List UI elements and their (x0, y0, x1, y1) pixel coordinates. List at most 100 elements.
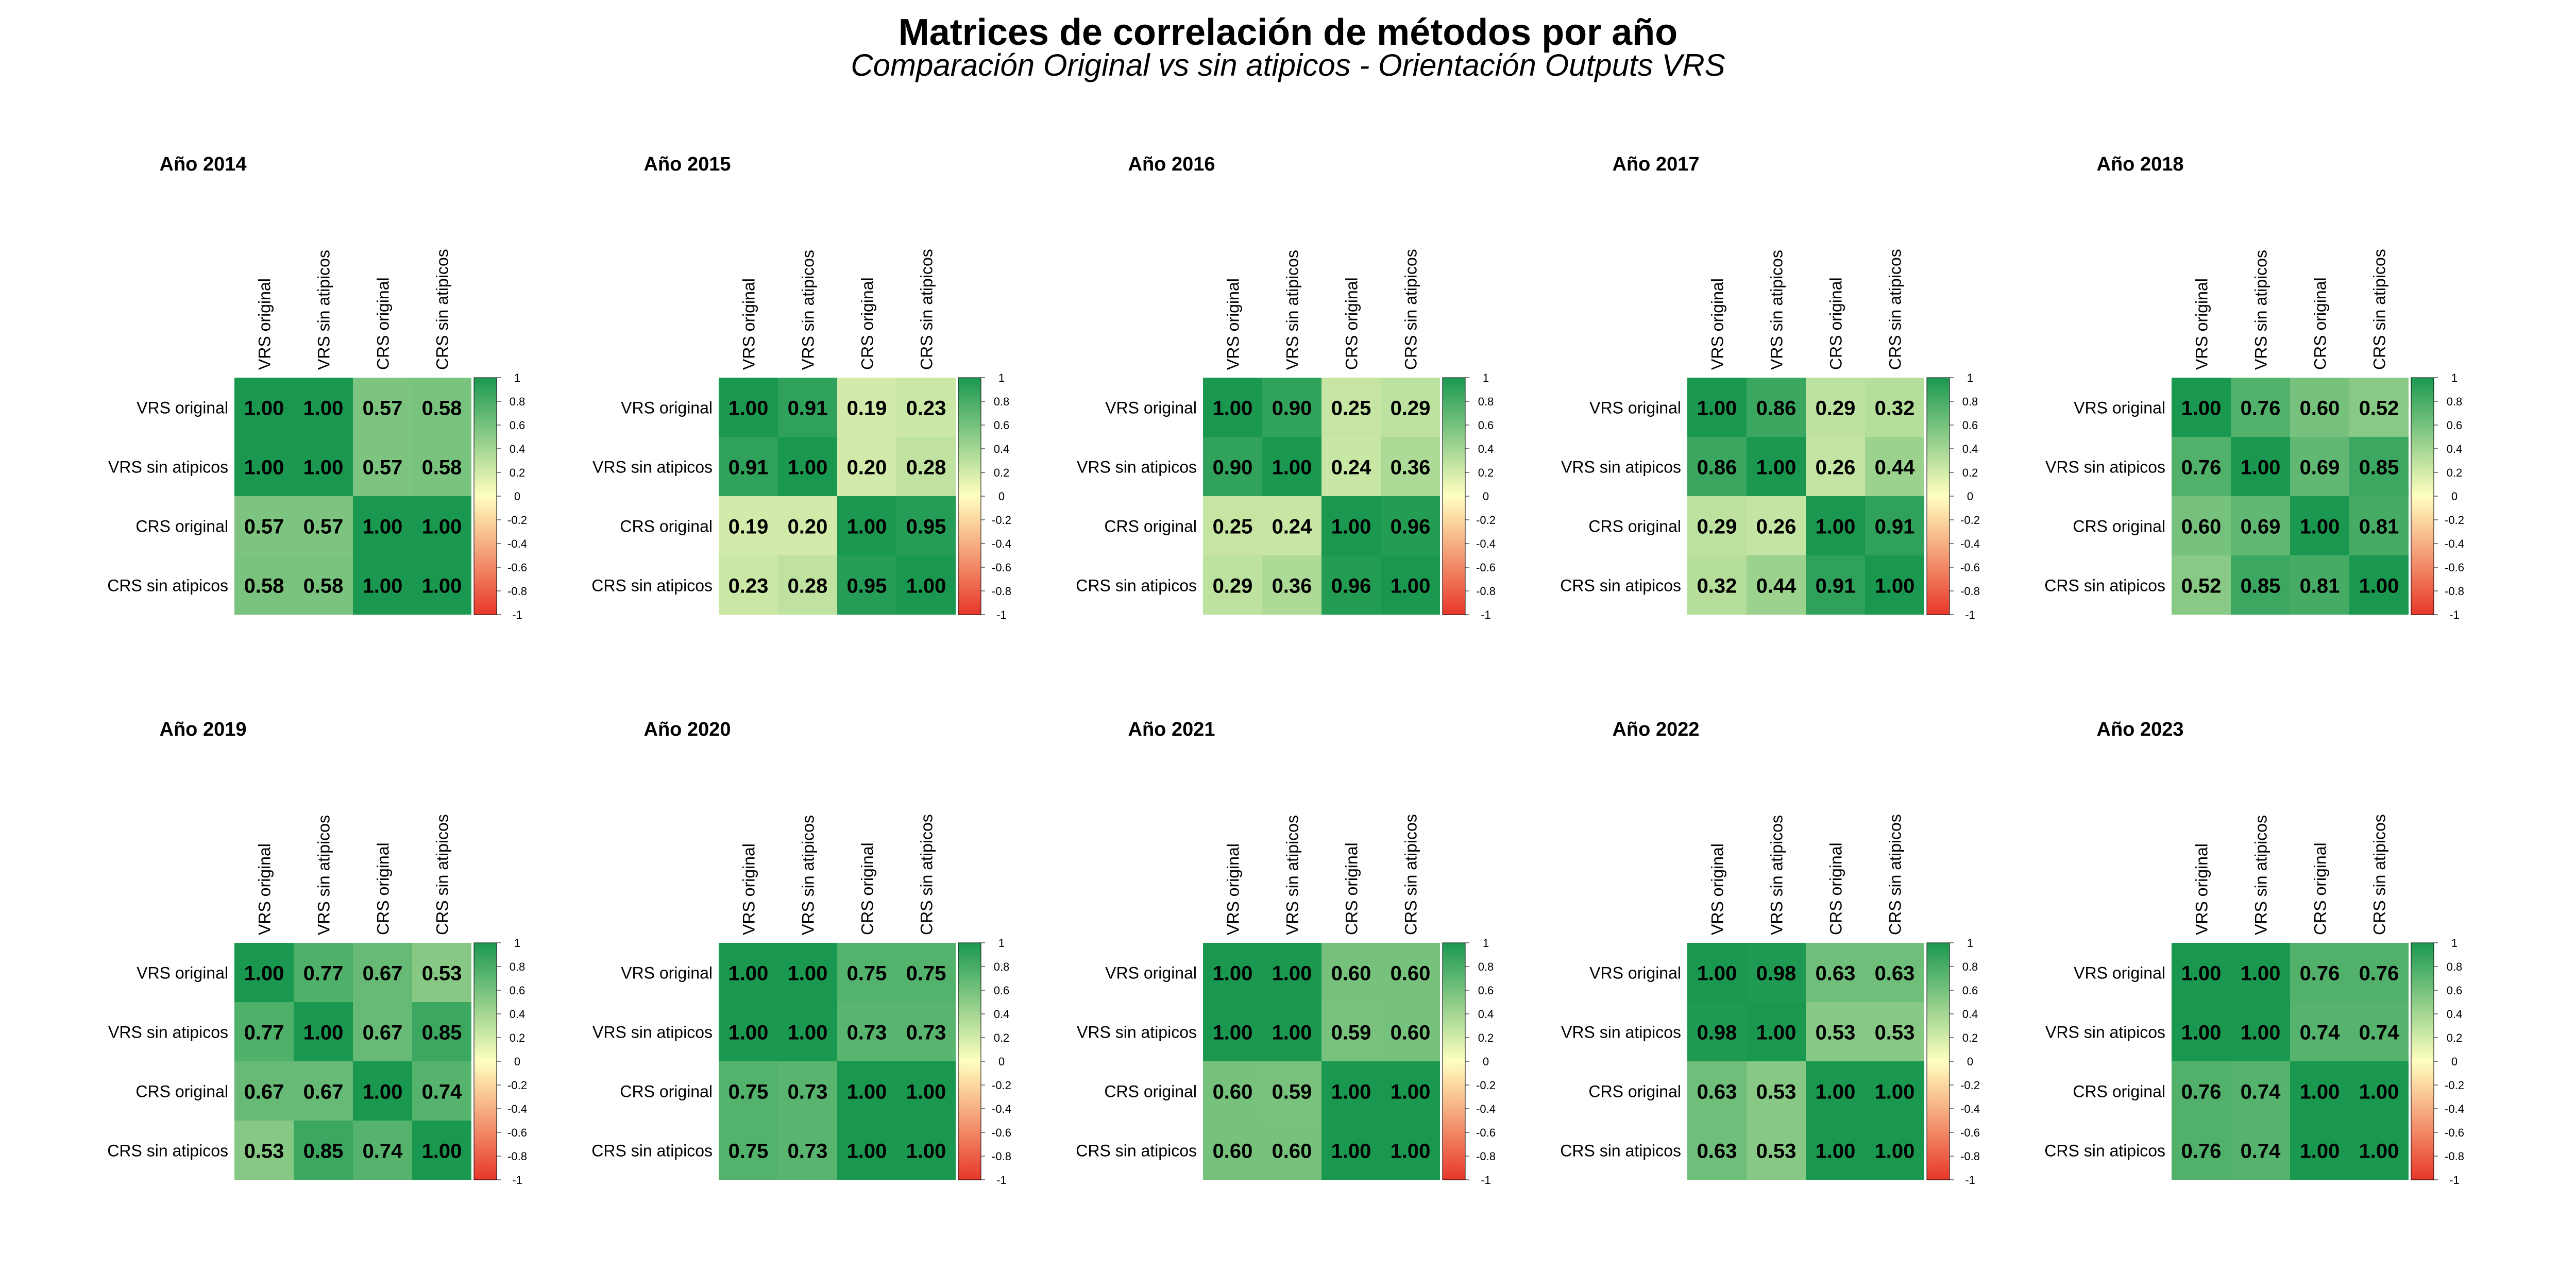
heatmap-cell (1806, 943, 1865, 1002)
colorbar-tick-label: 0.4 (2447, 1008, 2463, 1021)
colorbar-tick-label: 0.6 (994, 419, 1010, 432)
cell-value-label: 0.95 (906, 516, 946, 538)
cell-value-label: 1.00 (2300, 1140, 2340, 1163)
row-label: CRS original (135, 1082, 228, 1101)
column-label: VRS sin atipicos (315, 815, 333, 935)
cell-value-label: 0.44 (1875, 456, 1916, 479)
colorbar-tick-label: 0 (1483, 1055, 1489, 1068)
colorbar-tick-label: 0.4 (1478, 1008, 1494, 1021)
column-label: VRS sin atipicos (1283, 815, 1302, 935)
heatmap-cell (234, 496, 294, 555)
row-label: VRS sin atipicos (1077, 458, 1197, 477)
colorbar-tick-label: -0.4 (1476, 1103, 1496, 1115)
heatmap-cell (1747, 378, 1806, 437)
cell-value-label: 1.00 (847, 516, 887, 538)
column-label: CRS original (2311, 277, 2330, 370)
colorbar-tick-label: -0.8 (507, 1150, 527, 1163)
cell-value-label: 1.00 (1756, 456, 1797, 479)
cell-value-label: 0.57 (244, 516, 284, 538)
column-label: VRS sin atipicos (1768, 815, 1786, 935)
colorbar-tick-label: -0.8 (1960, 585, 1980, 598)
heatmap-cell (353, 555, 412, 615)
heatmap-cell (294, 437, 353, 496)
cell-value-label: 1.00 (1213, 1022, 1253, 1044)
cell-value-label: 0.69 (2241, 516, 2281, 538)
row-label: VRS original (137, 964, 228, 982)
heatmap-cell (1806, 496, 1865, 555)
colorbar-tick-label: -0.6 (992, 561, 1011, 574)
cell-value-label: 0.90 (1213, 456, 1253, 479)
heatmap-cell (1747, 1061, 1806, 1121)
heatmap-cell (2172, 555, 2231, 615)
heatmap-cell (2349, 496, 2409, 555)
heatmap-cell (2231, 496, 2290, 555)
colorbar-tick-label: 0 (1483, 490, 1489, 503)
matrix-9: Año 2022 1.00 0.98 0.63 0.63 0.98 1.00 0.53 0.53… (1560, 719, 1980, 1187)
heatmap-cell (2349, 555, 2409, 615)
colorbar-tick-label: 0 (1967, 490, 1973, 503)
cell-value-label: 0.19 (728, 516, 769, 538)
cell-value-label: 0.26 (1756, 516, 1797, 538)
colorbar-tick-label: -1 (1965, 1174, 1975, 1187)
matrix-7: Año 2020 1.00 1.00 0.75 0.75 1.00 1.00 0.73 0.73… (591, 719, 1011, 1187)
cell-value-label: 1.00 (363, 1081, 403, 1104)
cell-value-label: 0.60 (2300, 397, 2340, 420)
row-label: VRS original (1589, 399, 1681, 417)
cell-value-label: 0.23 (906, 397, 946, 420)
colorbar-tick-label: 0 (1967, 1055, 1973, 1068)
colorbar-tick-label: 0.6 (994, 984, 1010, 997)
heatmap-cell (2172, 1121, 2231, 1180)
cell-value-label: 0.74 (2241, 1140, 2281, 1163)
colorbar-tick-label: -0.2 (2445, 1079, 2464, 1092)
heatmap-cell (778, 555, 837, 615)
cell-value-label: 0.85 (2359, 456, 2399, 479)
column-label: CRS original (1827, 842, 1845, 935)
heatmap-cell (1381, 378, 1440, 437)
colorbar-tick-label: -0.6 (1960, 561, 1980, 574)
heatmap-cell (1687, 437, 1747, 496)
heatmap-cell (2231, 437, 2290, 496)
heatmap-cell (778, 1002, 837, 1061)
colorbar (958, 377, 981, 615)
cell-value-label: 0.76 (2300, 962, 2340, 985)
column-label: CRS sin atipicos (1886, 249, 1905, 370)
cell-value-label: 0.75 (847, 962, 887, 985)
column-label: CRS sin atipicos (2370, 249, 2389, 370)
heatmap-cell (837, 1002, 896, 1061)
heatmap-cell (896, 496, 956, 555)
row-label: VRS sin atipicos (108, 1023, 228, 1042)
colorbar-tick-label: -1 (1481, 1174, 1491, 1187)
cell-value-label: 0.76 (2241, 397, 2281, 420)
heatmap-cell (2231, 1002, 2290, 1061)
colorbar-tick-label: -1 (512, 1174, 522, 1187)
cell-value-label: 0.53 (1756, 1140, 1797, 1163)
colorbar-tick-label: 0.4 (2447, 443, 2463, 455)
colorbar-tick-label: 0.2 (510, 466, 526, 479)
cell-value-label: 0.23 (728, 575, 769, 598)
heatmap-cell (1381, 1061, 1440, 1121)
cell-value-label: 0.57 (303, 516, 344, 538)
colorbar-tick-label: 0.6 (1478, 984, 1494, 997)
colorbar-tick-label: -0.4 (2445, 537, 2464, 550)
heatmap-cell (294, 555, 353, 615)
heatmap-cell (719, 943, 778, 1002)
heatmap-cell (234, 378, 294, 437)
heatmap-cell (778, 437, 837, 496)
heatmap-cell (896, 1061, 956, 1121)
column-label: VRS original (256, 278, 274, 370)
column-label: VRS original (2193, 278, 2211, 370)
cell-value-label: 1.00 (1331, 1140, 1371, 1163)
colorbar-tick-label: -0.2 (1960, 1079, 1980, 1092)
cell-value-label: 0.74 (363, 1140, 403, 1163)
colorbar-tick-label: -0.6 (2445, 1126, 2464, 1139)
row-label: VRS sin atipicos (2045, 458, 2165, 477)
row-label: VRS original (621, 399, 713, 417)
cell-value-label: 0.60 (1272, 1140, 1312, 1163)
cell-value-label: 1.00 (1272, 456, 1312, 479)
colorbar-tick-label: 0.8 (510, 395, 526, 408)
row-label: CRS sin atipicos (107, 577, 228, 595)
colorbar-tick-label: -0.4 (992, 1103, 1011, 1115)
heatmap-cell (412, 943, 471, 1002)
panel-title: Año 2020 (644, 719, 731, 740)
